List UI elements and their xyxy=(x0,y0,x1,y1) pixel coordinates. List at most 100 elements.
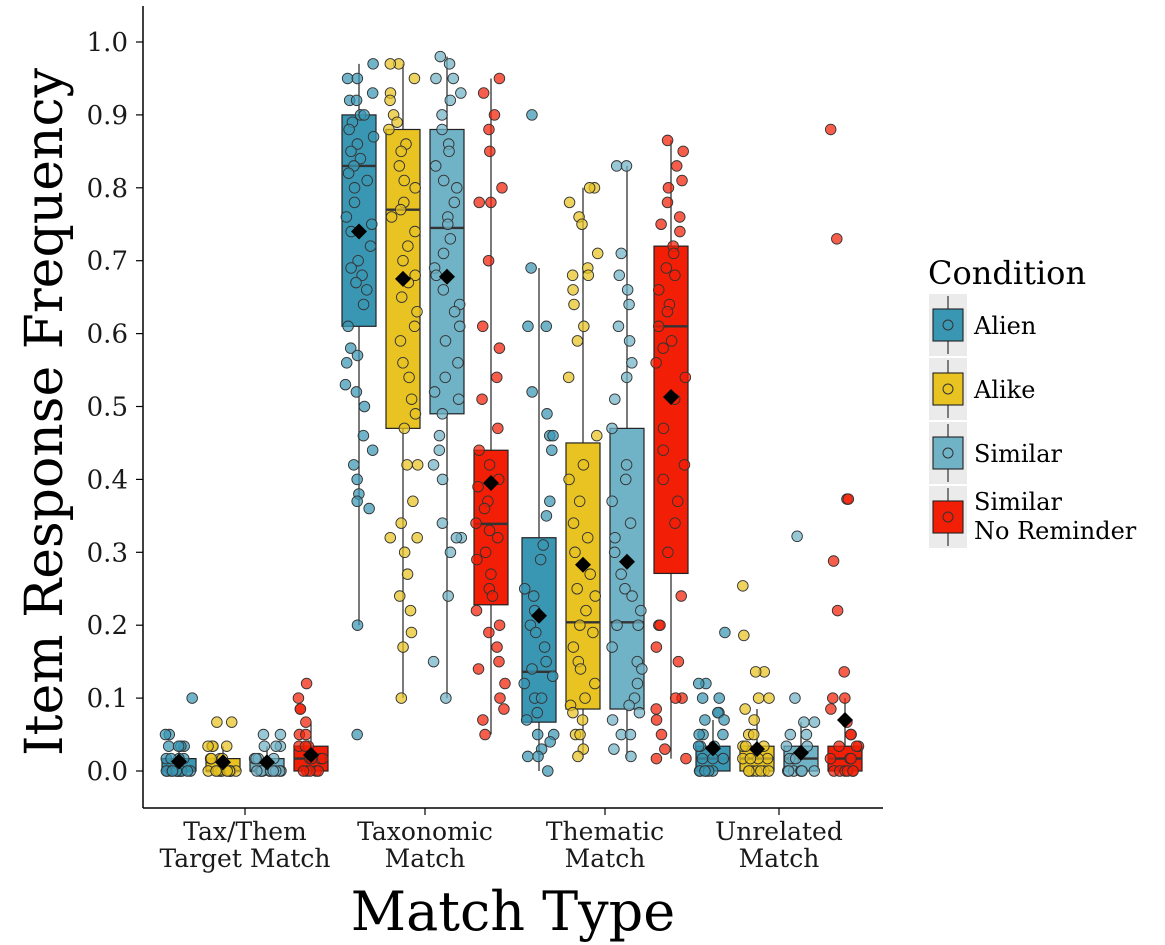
box-group xyxy=(650,134,692,765)
data-point xyxy=(358,109,370,121)
data-point xyxy=(440,692,452,704)
x-tick-label: Thematic xyxy=(546,817,664,846)
data-point xyxy=(606,495,618,508)
data-point xyxy=(518,583,531,595)
data-point xyxy=(251,765,263,777)
data-point xyxy=(345,262,357,274)
data-point xyxy=(408,320,421,333)
data-point xyxy=(530,626,542,639)
data-point xyxy=(411,305,423,318)
data-point xyxy=(267,765,279,777)
data-point xyxy=(827,692,839,704)
mean-marker xyxy=(303,746,319,763)
data-point xyxy=(587,626,599,639)
y-tick-label: 1.0 xyxy=(87,28,128,58)
data-point xyxy=(676,174,688,187)
legend-label: Similar xyxy=(974,440,1063,468)
data-point xyxy=(540,510,553,522)
plot-area xyxy=(159,50,865,777)
data-point xyxy=(669,517,681,529)
data-point xyxy=(678,459,691,471)
data-point xyxy=(662,546,674,559)
data-point xyxy=(397,357,409,369)
box-group xyxy=(780,530,821,777)
data-point xyxy=(482,254,495,267)
data-point xyxy=(352,254,364,267)
mean-marker xyxy=(215,754,231,771)
data-point xyxy=(479,546,492,559)
data-point xyxy=(606,714,619,726)
data-point xyxy=(455,87,467,99)
data-point xyxy=(579,692,591,704)
data-point xyxy=(443,145,455,158)
data-point xyxy=(671,495,684,508)
x-tick-label: Taxonomic xyxy=(357,817,493,846)
box-group xyxy=(606,160,648,763)
data-point xyxy=(581,531,594,544)
data-point xyxy=(673,211,686,223)
data-point xyxy=(650,714,663,726)
data-point xyxy=(657,444,669,456)
data-point xyxy=(675,590,687,602)
data-point xyxy=(608,743,620,755)
data-point xyxy=(567,641,580,653)
data-point xyxy=(670,160,683,172)
data-point xyxy=(808,765,821,777)
data-point xyxy=(842,493,855,505)
box-group xyxy=(292,677,329,777)
data-point xyxy=(345,145,357,158)
data-point xyxy=(567,284,579,296)
data-point xyxy=(343,123,355,136)
data-point xyxy=(351,619,364,631)
data-point xyxy=(569,546,581,559)
data-point xyxy=(789,692,801,704)
data-point xyxy=(367,58,379,70)
data-point xyxy=(450,531,463,544)
box-group xyxy=(692,626,731,777)
data-point xyxy=(655,728,668,741)
box-group xyxy=(470,72,511,741)
data-point xyxy=(258,740,271,752)
data-point xyxy=(491,641,503,653)
y-tick-label: 0.4 xyxy=(87,465,128,495)
data-point xyxy=(650,357,662,369)
data-point xyxy=(650,752,663,765)
data-point xyxy=(393,160,406,172)
data-point xyxy=(800,728,813,741)
data-point xyxy=(486,590,499,602)
data-point xyxy=(749,666,762,678)
data-point xyxy=(650,641,663,653)
data-point xyxy=(652,284,665,296)
data-point xyxy=(294,703,307,715)
data-point xyxy=(546,670,559,682)
data-point xyxy=(398,422,411,435)
data-point xyxy=(444,94,457,107)
data-point xyxy=(831,233,843,245)
data-point xyxy=(791,530,803,543)
data-point xyxy=(499,677,511,690)
data-point xyxy=(717,752,730,765)
legend-key-point xyxy=(942,511,954,523)
y-tick-label: 0.0 xyxy=(87,757,128,787)
data-point xyxy=(493,342,506,354)
data-point xyxy=(292,692,305,704)
data-point xyxy=(584,568,596,580)
data-point xyxy=(652,320,665,333)
box-group xyxy=(562,182,604,763)
data-point xyxy=(578,320,590,333)
data-point xyxy=(526,386,538,398)
data-point xyxy=(574,619,586,631)
data-point xyxy=(366,218,378,230)
data-point xyxy=(436,109,448,121)
data-point xyxy=(780,740,793,752)
data-point xyxy=(573,495,586,508)
data-point xyxy=(611,619,623,631)
mean-marker xyxy=(837,711,853,728)
data-point xyxy=(808,716,821,728)
data-point xyxy=(496,182,508,194)
data-point xyxy=(348,196,361,209)
data-point xyxy=(719,626,731,639)
mean-marker xyxy=(663,389,679,406)
